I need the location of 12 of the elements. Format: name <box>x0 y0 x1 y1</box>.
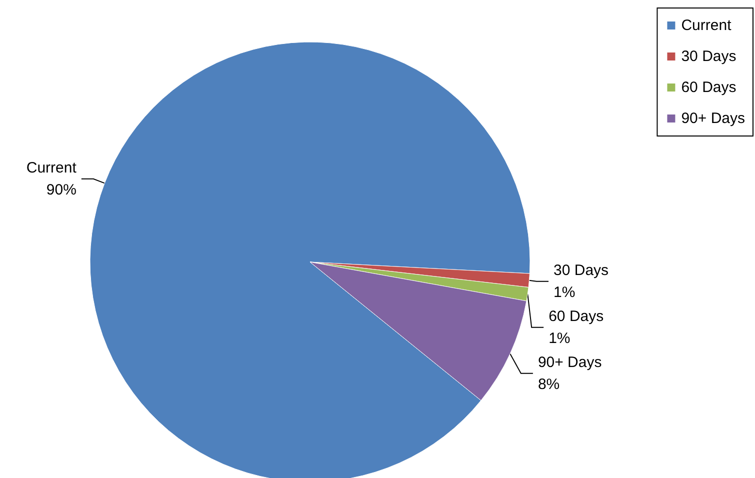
legend-label: 30 Days <box>681 48 736 65</box>
legend-label: 60 Days <box>681 79 736 96</box>
data-label: 8% <box>538 376 560 393</box>
data-label: 90% <box>46 181 76 198</box>
slice-label: 30 Days <box>554 262 609 279</box>
legend-label: 90+ Days <box>681 110 746 127</box>
slice-label: 90+ Days <box>538 354 602 371</box>
data-label: 1% <box>554 284 576 301</box>
data-label: 1% <box>548 330 570 347</box>
slice-label: 60 Days <box>548 308 604 325</box>
legend-label: Current <box>681 17 732 34</box>
slice-label: Current <box>26 159 78 176</box>
